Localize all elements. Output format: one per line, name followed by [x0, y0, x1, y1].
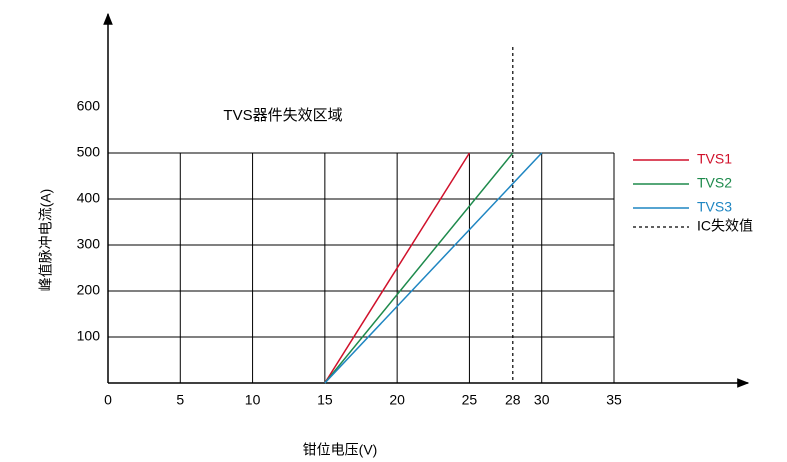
x-tick-label: 15	[317, 392, 333, 408]
x-tick-label: 35	[606, 392, 622, 408]
x-tick-label: 30	[534, 392, 550, 408]
y-tick-label: 600	[77, 98, 101, 114]
y-tick-label: 500	[77, 144, 101, 160]
y-tick-label: 400	[77, 190, 101, 206]
x-tick-label: 20	[389, 392, 405, 408]
chart-title: TVS器件失效区域	[223, 107, 342, 124]
x-axis-label: 钳位电压(V)	[303, 442, 378, 458]
legend-label: TVS1	[697, 151, 732, 167]
series-line	[324, 152, 471, 384]
x-tick-label: 10	[245, 392, 261, 408]
legend-label: TVS3	[697, 199, 732, 215]
y-axis-label: 峰值脉冲电流(A)	[38, 189, 54, 292]
x-tick-label: 28	[505, 392, 521, 408]
y-tick-label: 300	[77, 236, 101, 252]
x-tick-label: 25	[462, 392, 478, 408]
x-tick-label: 0	[104, 392, 112, 408]
legend-label: TVS2	[697, 175, 732, 191]
y-tick-label: 100	[77, 328, 101, 344]
y-tick-label: 200	[77, 282, 101, 298]
legend-label: IC失效值	[697, 218, 753, 234]
x-tick-label: 5	[176, 392, 184, 408]
series-line	[324, 152, 514, 384]
series-line	[324, 152, 543, 384]
